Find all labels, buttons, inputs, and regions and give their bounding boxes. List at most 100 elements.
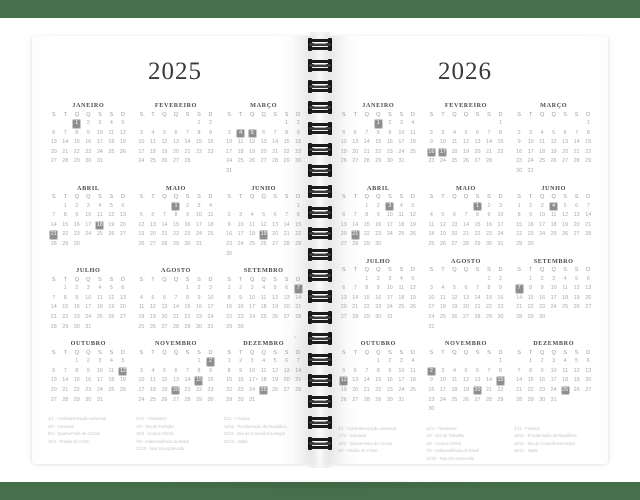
- day-cell: 17: [527, 148, 534, 155]
- day-cell: 7: [586, 202, 590, 209]
- day-cell: 21: [283, 231, 290, 238]
- day-cell: 7: [487, 367, 491, 374]
- day-cell: 8: [227, 294, 231, 301]
- day-cell: 26: [108, 231, 115, 238]
- day-cell: 16: [85, 139, 92, 146]
- day-cell: 6: [464, 285, 468, 292]
- day-cell-empty: [269, 119, 281, 129]
- day-cell: 28: [474, 314, 481, 320]
- day-cell: 16: [207, 377, 214, 384]
- day-cell: 12: [272, 367, 279, 374]
- day-cell: 16: [85, 377, 92, 384]
- day-cell-empty: [426, 357, 438, 367]
- day-cell-holiday: 1: [73, 120, 81, 128]
- day-cell: 24: [386, 304, 393, 311]
- day-cell: 20: [50, 386, 57, 393]
- day-cell: 18: [428, 231, 435, 238]
- day-cell: 25: [149, 158, 156, 165]
- weekday-header: S: [197, 276, 201, 283]
- weekday-header: S: [399, 267, 404, 274]
- coil-wire: [309, 173, 331, 176]
- day-cell: 29: [226, 396, 233, 403]
- day-cell: 26: [272, 314, 279, 320]
- day-cell: 27: [474, 396, 481, 403]
- week-row: 12 13 14 15 16 17 18: [338, 376, 419, 386]
- week-row: 27 28 29 30 31: [48, 157, 129, 167]
- week-row: 10 11 12 13 14 15 16: [136, 138, 217, 148]
- day-cell: 8: [285, 129, 289, 136]
- day-cell: 19: [451, 304, 458, 311]
- day-cell-empty: [159, 202, 171, 212]
- day-cell: 11: [150, 139, 156, 146]
- day-cell: 29: [195, 396, 202, 403]
- day-cell-empty: [472, 119, 484, 129]
- day-cell: 19: [108, 304, 115, 311]
- day-cell: 28: [62, 396, 69, 403]
- day-cell-empty: [559, 167, 571, 177]
- day-cell: 9: [376, 212, 380, 219]
- day-cell: 2: [376, 275, 380, 282]
- weekday-header: S: [399, 194, 404, 201]
- day-cell: 18: [260, 377, 267, 384]
- day-cell: 13: [474, 139, 481, 146]
- day-cell: 19: [249, 148, 256, 155]
- month-block: Outubro S T Q Q S S D 1 2 3 4 5 6 7 8 9 10 11 12 13 14 15 16 17…: [48, 340, 129, 405]
- day-cell-empty: [269, 167, 281, 177]
- month-name: Maio: [456, 184, 476, 192]
- legend-item: 1/1 - Confraternização universal: [338, 425, 397, 431]
- weekday-header: T: [63, 194, 67, 201]
- day-cell: 14: [295, 367, 302, 374]
- day-cell: 26: [439, 241, 446, 248]
- day-cell: 20: [272, 231, 279, 238]
- weekday-header: D: [498, 349, 503, 356]
- week-row: 7 8 9 10 11 12 13: [48, 211, 129, 221]
- day-cell: 15: [73, 377, 80, 384]
- day-cell: 6: [342, 212, 346, 219]
- day-cell: 23: [184, 231, 191, 238]
- day-cell: 13: [260, 139, 267, 146]
- day-cell: 12: [249, 139, 256, 146]
- day-cell: 16: [497, 294, 504, 301]
- legend-item: 2/11 - Finados: [514, 425, 540, 431]
- day-cell: 30: [516, 168, 523, 175]
- day-cell: 4: [109, 120, 113, 127]
- day-cell-holiday: 21: [50, 231, 58, 239]
- week-row: 1: [513, 119, 594, 129]
- day-cell-empty: [48, 202, 60, 212]
- day-cell: 6: [353, 129, 357, 136]
- day-cell: 22: [73, 148, 80, 155]
- weekday-header: S: [563, 194, 568, 201]
- day-cell: 24: [96, 148, 103, 155]
- day-cell: 27: [462, 314, 469, 320]
- weekday-header: S: [487, 349, 491, 356]
- day-cell: 27: [352, 396, 359, 403]
- weekday-header: S: [51, 276, 56, 283]
- coil-wire: [309, 232, 331, 235]
- weekday-header: T: [528, 111, 533, 118]
- weekday-header: Q: [539, 111, 545, 118]
- day-cell: 11: [138, 304, 145, 311]
- day-cell: 17: [207, 304, 214, 311]
- month-block: Fevereiro S T Q Q S S D 1 2 3 4 5 6 7 8 9 10 11 12 13 14 15 16…: [426, 102, 507, 177]
- day-cell: 15: [363, 221, 370, 228]
- day-cell-empty: [513, 357, 525, 367]
- weekday-header: S: [197, 111, 201, 118]
- calendar-page-2025: 2025 Janeiro S T Q Q S S D 1 2 3 4 5 6 7 8 9 10 11 12 13 14 1…: [32, 36, 318, 464]
- day-cell: 23: [527, 231, 534, 238]
- day-cell: 13: [172, 139, 179, 146]
- day-cell: 2: [487, 202, 491, 209]
- day-cell: 21: [516, 304, 523, 311]
- day-cell: 10: [249, 294, 256, 301]
- day-cell-holiday: 18: [96, 221, 104, 230]
- week-row: 6 7 8 9 10 11 12: [338, 211, 419, 221]
- week-row: 27 28 29 30 31: [338, 313, 419, 323]
- legend-item: 2/11 - Finados: [224, 416, 250, 422]
- day-cell: 11: [539, 139, 545, 146]
- day-cell: 1: [197, 358, 201, 365]
- weekday-header: D: [296, 194, 301, 201]
- day-cell-holiday: 4: [237, 129, 245, 138]
